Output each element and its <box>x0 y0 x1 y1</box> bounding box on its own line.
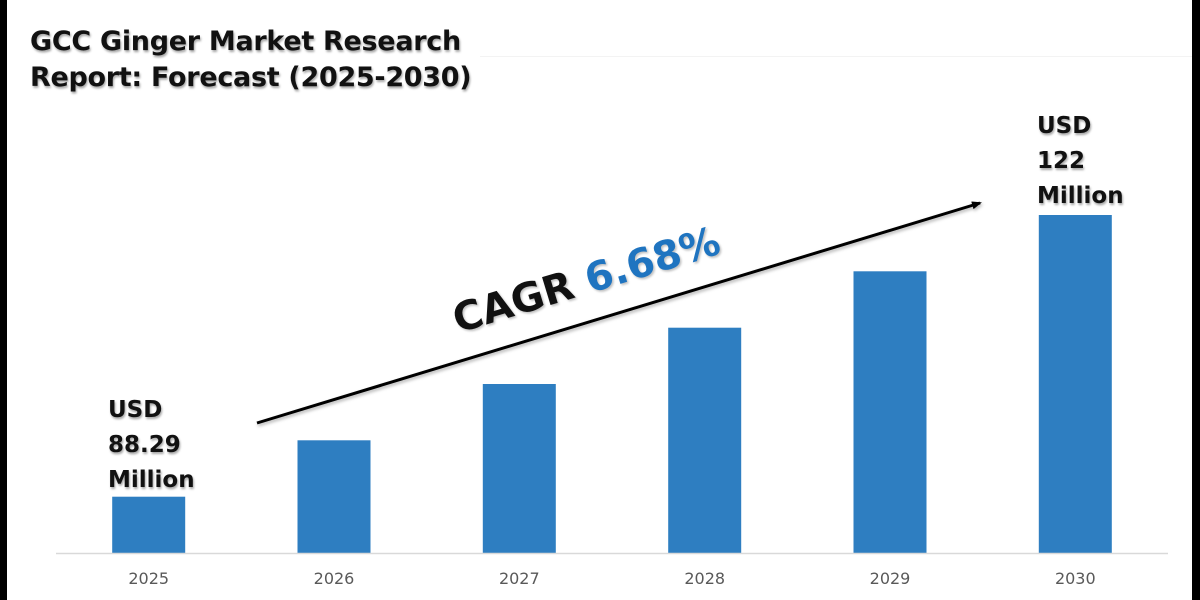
bar-2027 <box>482 384 556 553</box>
x-tick-label-2025: 2025 <box>128 569 169 588</box>
end-currency: USD <box>1037 113 1092 139</box>
x-tick-label-2030: 2030 <box>1055 569 1096 588</box>
start-currency: USD <box>108 397 163 423</box>
start-value-callout: USD 88.29 Million <box>108 393 195 498</box>
bars-group <box>112 215 1112 553</box>
bar-2028 <box>668 327 742 553</box>
x-tick-label-2029: 2029 <box>870 569 911 588</box>
x-tick-label-2028: 2028 <box>684 569 725 588</box>
x-tick-label-2027: 2027 <box>499 569 540 588</box>
left-border <box>0 0 7 600</box>
trend-arrow <box>256 201 982 425</box>
start-value: 88.29 <box>108 432 181 458</box>
right-border <box>1192 0 1200 600</box>
bar-2026 <box>297 440 371 553</box>
chart-title-line-2: Report: Forecast (2025-2030) <box>30 62 472 93</box>
x-tick-label-2026: 2026 <box>314 569 355 588</box>
chart-title: GCC Ginger Market Research Report: Forec… <box>30 24 472 96</box>
x-tick-labels: 2025 2026 2027 2028 2029 2030 <box>128 569 1095 588</box>
end-value: 122 <box>1037 148 1086 174</box>
chart-title-line-1: GCC Ginger Market Research <box>30 26 461 57</box>
bar-2030 <box>1038 215 1112 553</box>
bar-2029 <box>853 271 927 553</box>
bar-2025 <box>112 496 186 553</box>
end-unit: Million <box>1037 183 1124 209</box>
start-unit: Million <box>108 467 195 493</box>
header-separator <box>480 56 1192 57</box>
end-value-callout: USD 122 Million <box>1037 109 1124 214</box>
